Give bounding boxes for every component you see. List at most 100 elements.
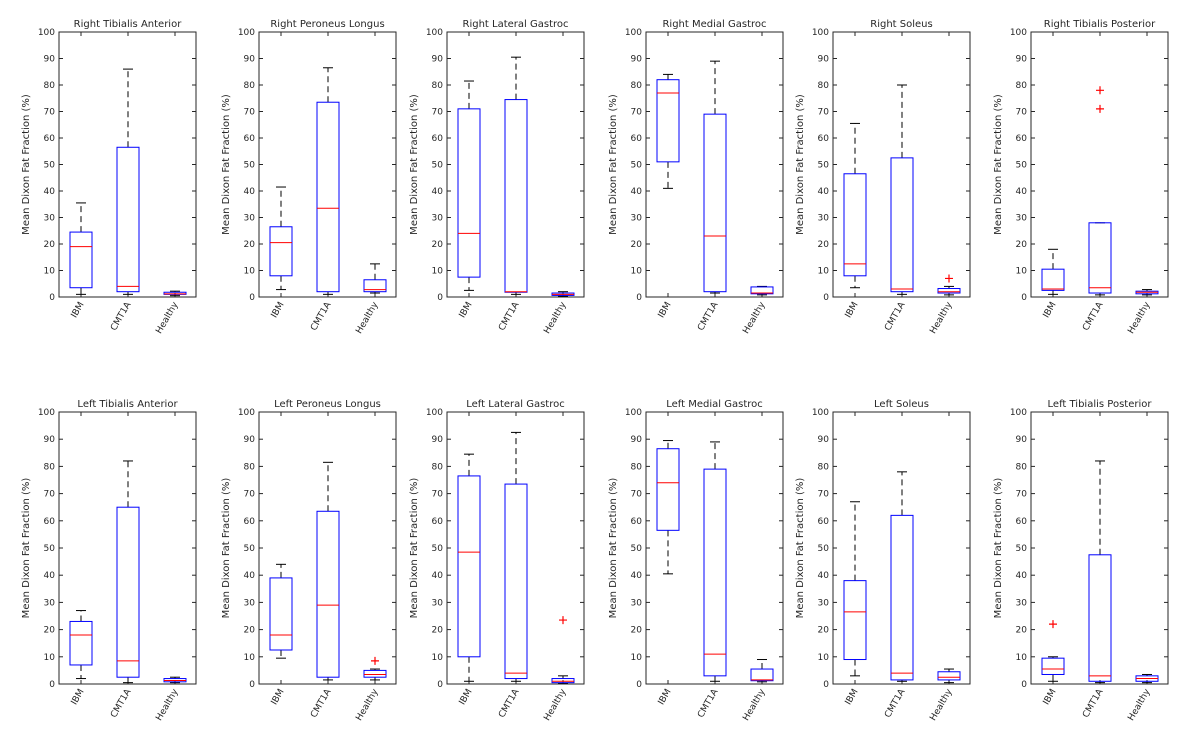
iqr-box [316,101,340,293]
iqr-box [504,483,528,680]
x-category-label: IBM [70,688,87,707]
x-category-label: IBM [458,301,475,320]
x-category-label: Healthy [354,687,380,723]
chart-title: Left Soleus [874,399,929,410]
x-category-label: CMT1A [696,300,721,333]
y-tick-label: 60 [244,517,256,527]
iqr-box [1041,657,1065,675]
y-tick-label: 90 [432,435,444,445]
y-tick-label: 100 [812,28,829,38]
iqr-box [1041,268,1065,291]
chart-title: Right Tibialis Anterior [74,19,183,30]
y-tick-label: 10 [44,653,56,663]
y-tick-label: 40 [818,187,830,197]
y-tick-label: 70 [244,490,256,500]
y-tick-label: 90 [631,55,643,65]
y-tick-label: 10 [244,653,256,663]
y-tick-label: 10 [1016,267,1028,277]
y-tick-label: 0 [823,680,829,690]
x-category-label: Healthy [1126,300,1152,336]
y-tick-label: 90 [44,55,56,65]
y-tick-label: 50 [432,544,444,554]
y-tick-label: 100 [426,28,443,38]
y-tick-label: 30 [1016,214,1028,224]
y-tick-label: 90 [1016,435,1028,445]
outlier-marker [1096,104,1104,113]
y-tick-label: 80 [1016,81,1028,91]
y-tick-label: 50 [244,544,256,554]
x-category-label: Healthy [928,687,954,723]
y-tick-label: 70 [432,490,444,500]
x-category-label: CMT1A [109,687,134,720]
y-tick-label: 0 [437,293,443,303]
y-tick-label: 80 [244,81,256,91]
y-tick-label: 10 [432,653,444,663]
iqr-box [703,113,727,293]
chart-title: Right Tibialis Posterior [1044,19,1156,30]
y-tick-label: 70 [244,108,256,118]
chart-panel: Left Medial Gastroc Mean Dixon Fat Fracti… [608,399,784,723]
y-tick-label: 90 [631,435,643,445]
iqr-box [504,99,528,293]
x-category-label: Healthy [741,687,767,723]
y-tick-label: 60 [432,517,444,527]
y-tick-label: 80 [432,81,444,91]
iqr-box [457,108,481,278]
y-tick-label: 70 [44,490,56,500]
y-tick-label: 40 [1016,187,1028,197]
iqr-box [703,468,727,677]
outlier-marker [1049,620,1057,629]
y-tick-label: 60 [818,517,830,527]
y-tick-label: 50 [818,544,830,554]
y-tick-label: 10 [432,267,444,277]
y-tick-label: 0 [49,293,55,303]
iqr-box [363,669,387,678]
x-category-label: CMT1A [1081,687,1106,720]
axes-frame [1030,31,1169,298]
y-tick-label: 0 [636,680,642,690]
iqr-box [116,506,140,678]
y-tick-label: 20 [244,240,256,250]
iqr-box [656,79,680,163]
y-tick-label: 0 [1021,293,1027,303]
y-tick-label: 70 [818,490,830,500]
x-category-label: IBM [1042,301,1059,320]
chart-panel: Right Peroneus Longus Mean Dixon Fat Frac… [221,19,397,336]
y-tick-label: 60 [1016,134,1028,144]
y-tick-label: 50 [244,161,256,171]
y-tick-label: 10 [631,267,643,277]
y-tick-label: 100 [625,408,642,418]
y-tick-label: 80 [631,81,643,91]
x-category-label: Healthy [354,300,380,336]
y-tick-label: 20 [1016,240,1028,250]
y-tick-label: 70 [631,108,643,118]
x-category-label: IBM [844,301,861,320]
y-tick-label: 80 [44,462,56,472]
outlier-marker [945,274,953,283]
outlier-marker [559,616,567,625]
y-tick-label: 40 [432,187,444,197]
y-tick-label: 30 [631,598,643,608]
y-tick-label: 30 [432,214,444,224]
y-tick-label: 20 [244,626,256,636]
x-category-label: Healthy [154,300,180,336]
x-category-label: Healthy [542,687,568,723]
chart-panel: Left Soleus Mean Dixon Fat Fraction (%) 0 1… [795,399,971,723]
x-category-label: Healthy [741,300,767,336]
y-tick-label: 40 [631,571,643,581]
x-category-label: CMT1A [109,300,134,333]
y-tick-label: 60 [44,517,56,527]
y-tick-label: 50 [631,161,643,171]
y-tick-label: 20 [44,626,56,636]
y-tick-label: 0 [636,293,642,303]
y-tick-label: 60 [631,134,643,144]
y-tick-label: 0 [437,680,443,690]
chart-panel: Right Soleus Mean Dixon Fat Fraction (%) 0… [795,19,971,336]
y-tick-label: 20 [818,240,830,250]
axes-frame [1030,411,1169,685]
y-tick-label: 80 [44,81,56,91]
iqr-box [551,678,575,684]
y-axis-label: Mean Dixon Fat Fraction (%) [993,94,1004,235]
y-axis-label: Mean Dixon Fat Fraction (%) [21,94,32,235]
y-tick-label: 90 [44,435,56,445]
